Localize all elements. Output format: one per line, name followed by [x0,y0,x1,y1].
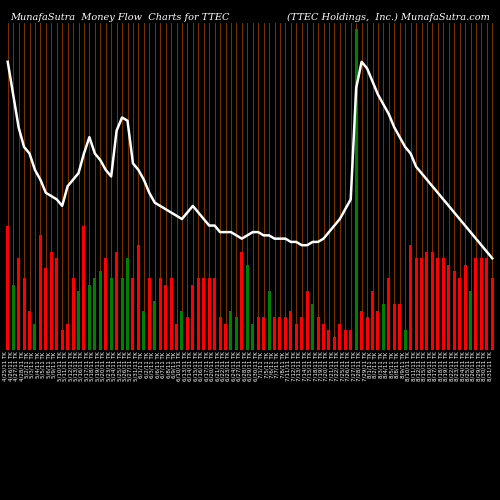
Bar [284,318,287,350]
Bar [376,310,380,350]
Bar [306,291,308,350]
Bar [142,310,146,350]
Bar [366,318,368,350]
Bar [328,330,330,350]
Bar [251,324,254,350]
Bar [388,278,390,350]
Bar [393,304,396,350]
Bar [77,291,80,350]
Bar [158,278,162,350]
Bar [371,291,374,350]
Bar [148,278,151,350]
Bar [192,284,194,350]
Bar [333,337,336,350]
Bar [273,318,276,350]
Bar [398,304,401,350]
Bar [268,291,270,350]
Bar [175,324,178,350]
Bar [246,265,249,350]
Bar [99,272,102,350]
Bar [316,318,320,350]
Bar [88,284,91,350]
Bar [382,304,385,350]
Bar [480,258,483,350]
Bar [409,245,412,350]
Bar [197,278,200,350]
Bar [170,278,172,350]
Bar [55,258,58,350]
Bar [126,258,129,350]
Bar [240,252,244,350]
Bar [39,236,42,350]
Bar [66,324,69,350]
Bar [28,310,31,350]
Bar [436,258,440,350]
Bar [431,252,434,350]
Bar [295,324,298,350]
Bar [322,324,325,350]
Bar [464,265,466,350]
Bar [50,252,53,350]
Bar [230,310,232,350]
Text: (TTEC Holdings,  Inc.) MunafaSutra.com: (TTEC Holdings, Inc.) MunafaSutra.com [287,12,490,22]
Bar [94,278,96,350]
Bar [213,278,216,350]
Bar [414,258,418,350]
Bar [110,278,112,350]
Bar [262,318,265,350]
Bar [12,284,14,350]
Bar [208,278,210,350]
Bar [474,258,478,350]
Bar [82,226,86,350]
Bar [120,278,124,350]
Bar [72,278,74,350]
Bar [300,318,303,350]
Bar [420,258,423,350]
Bar [60,330,64,350]
Bar [115,252,118,350]
Bar [22,278,26,350]
Bar [404,330,406,350]
Bar [442,258,445,350]
Bar [202,278,205,350]
Bar [218,318,222,350]
Bar [104,258,107,350]
Bar [278,318,281,350]
Bar [186,318,189,350]
Bar [426,252,428,350]
Bar [153,301,156,350]
Bar [452,272,456,350]
Bar [469,291,472,350]
Bar [256,318,260,350]
Bar [132,278,134,350]
Bar [235,318,238,350]
Bar [349,330,352,350]
Bar [180,310,184,350]
Text: MunafaSutra  Money Flow  Charts for TTEC: MunafaSutra Money Flow Charts for TTEC [10,12,230,22]
Bar [360,310,363,350]
Bar [338,324,342,350]
Bar [34,324,36,350]
Bar [344,330,347,350]
Bar [311,304,314,350]
Bar [447,265,450,350]
Bar [458,278,461,350]
Bar [224,324,227,350]
Bar [44,268,48,350]
Bar [137,245,140,350]
Bar [17,258,20,350]
Bar [354,29,358,350]
Bar [290,310,292,350]
Bar [491,278,494,350]
Bar [6,226,9,350]
Bar [486,258,488,350]
Bar [164,284,167,350]
